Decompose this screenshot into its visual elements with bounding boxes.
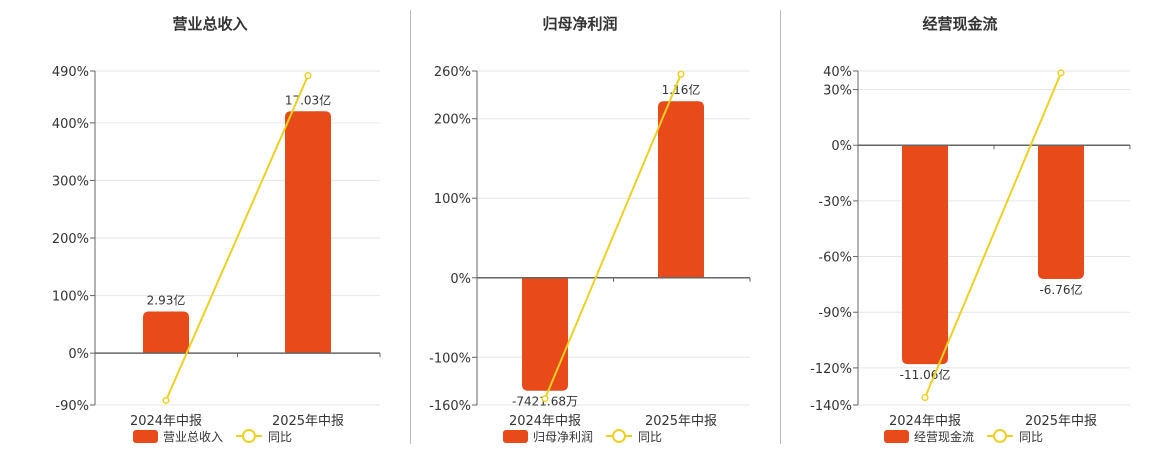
bar [1038,145,1084,280]
bar [902,145,948,365]
legend-line-label: 同比 [1019,430,1043,444]
y-tick-label: 30% [823,84,852,99]
y-tick-label: 0% [831,139,852,154]
line-point [162,396,170,404]
bar [522,277,568,391]
y-tick-label: -160% [429,399,471,414]
y-tick-label: 300% [52,174,89,189]
series-line [544,73,682,400]
chart-panel-1: 营业总收入 490% 400% 300% 200% 100% 0% -90% 2.93亿 17.0… [52,15,381,444]
y-tick-label: 100% [434,192,471,207]
series-line [165,75,309,401]
chart-panel-3: 经营现金流 40% 30% 0% -30% -60% -90% -120% -140% -11.0… [810,15,1131,444]
x-category-label: 2024年中报 [509,414,581,429]
y-tick-label: 40% [823,65,852,80]
bar-data-label: 17.03亿 [285,92,331,107]
bar-data-label: -6.76亿 [1039,282,1082,297]
legend-bar-swatch[interactable] [884,430,909,443]
legend-bar-label: 营业总收入 [163,430,223,444]
line-point [304,72,312,80]
panel-divider-1 [410,10,411,444]
legend-line-marker [242,429,256,443]
y-tick-label: -30% [818,195,852,210]
chart-panel-2: 归母净利润260%200%100%0%-100%-160%-7421.68万1.… [429,15,751,444]
x-category-label: 2025年中报 [272,414,344,429]
y-tick-label: 100% [52,290,89,305]
legend-bar-swatch[interactable] [133,430,158,443]
y-tick-label: 200% [52,232,89,247]
bar-data-label: -11.06亿 [900,367,951,382]
legend-bar-label: 归母净利润 [533,430,593,444]
y-tick-label: -60% [818,251,852,266]
series-line [924,72,1062,398]
x-category-label: 2024年中报 [889,414,961,429]
line-point [541,395,549,403]
bar-data-label: 2.93亿 [147,293,186,308]
bar-data-label: 1.16亿 [662,82,701,97]
y-tick-label: -90% [55,399,89,414]
y-tick-label: 0% [68,347,89,362]
y-tick-label: -100% [429,351,471,366]
x-category-label: 2024年中报 [130,414,202,429]
chart-title: 归母净利润 [542,15,617,33]
legend-bar-label: 经营现金流 [914,429,974,444]
line-point [677,70,685,78]
bar [285,111,331,354]
x-category-label: 2025年中报 [645,414,717,429]
panel-divider-2 [780,10,781,444]
legend-bar-swatch[interactable] [503,430,528,443]
y-tick-label: 0% [450,272,471,287]
legend-line-label: 同比 [638,430,662,444]
chart-title: 营业总收入 [172,15,247,33]
legend-line-marker [993,429,1007,443]
y-tick-label: 200% [434,113,471,128]
chart-title: 经营现金流 [922,15,997,33]
line-point [1057,69,1065,77]
y-tick-label: -140% [810,399,852,414]
y-tick-label: 260% [434,65,471,80]
legend-line-marker [612,429,626,443]
legend-line-label: 同比 [268,430,292,444]
line-point [921,394,929,402]
y-tick-label: -90% [818,306,852,321]
y-tick-label: 490% [52,65,89,80]
bar [658,101,704,278]
y-tick-label: -120% [810,362,852,377]
y-tick-label: 400% [52,117,89,132]
bar [143,311,189,354]
x-category-label: 2025年中报 [1025,414,1097,429]
